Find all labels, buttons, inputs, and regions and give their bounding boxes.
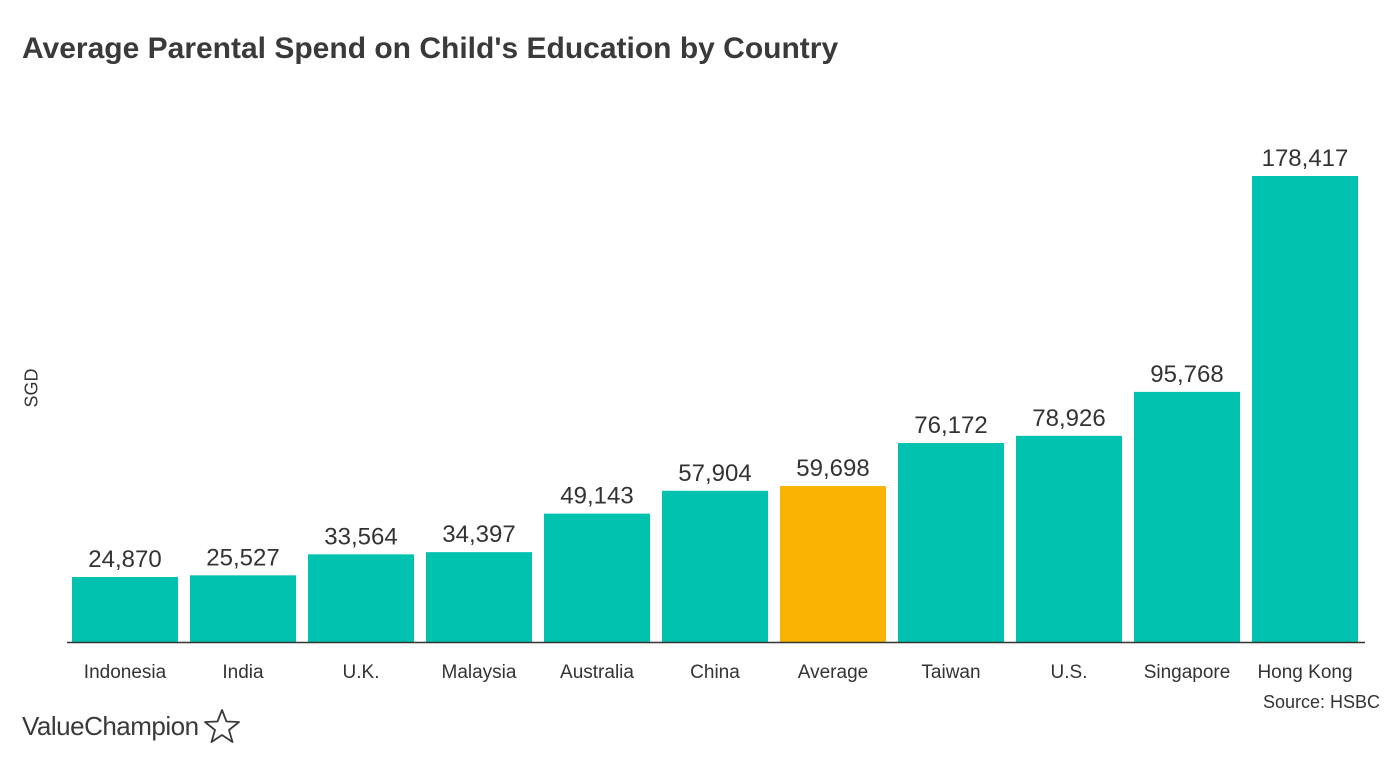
tick-label-australia: Australia	[560, 662, 634, 683]
bars-group	[72, 176, 1358, 642]
chart-title: Average Parental Spend on Child's Educat…	[22, 32, 839, 65]
bar-singapore	[1134, 391, 1240, 642]
value-label-malaysia: 34,397	[442, 521, 515, 548]
bar-u-k	[308, 554, 414, 642]
bar-indonesia	[72, 577, 178, 642]
value-label-australia: 49,143	[560, 483, 633, 510]
tick-label-china: China	[690, 662, 740, 683]
value-label-china: 57,904	[678, 460, 751, 487]
tick-label-average: Average	[798, 662, 868, 683]
bar-u-s	[1016, 435, 1122, 642]
bar-australia	[544, 513, 650, 642]
value-label-average: 59,698	[796, 455, 869, 482]
value-label-u-s: 78,926	[1032, 405, 1105, 432]
value-label-indonesia: 24,870	[88, 546, 161, 573]
tick-label-u-k: U.K.	[343, 662, 380, 683]
tick-label-india: India	[222, 662, 264, 683]
tick-label-singapore: Singapore	[1144, 662, 1231, 683]
value-label-hong-kong: 178,417	[1262, 145, 1349, 172]
star-outline-icon	[203, 709, 240, 743]
value-label-u-k: 33,564	[324, 523, 397, 550]
value-label-india: 25,527	[206, 544, 279, 571]
bar-average	[780, 486, 886, 642]
value-label-taiwan: 76,172	[914, 412, 987, 439]
brand-name: ValueChampion	[22, 710, 199, 741]
bar-hong-kong	[1252, 176, 1358, 642]
bar-india	[190, 575, 296, 642]
tick-labels-group: Indonesia India U.K. Malaysia Australia China…	[84, 662, 1353, 683]
tick-label-indonesia: Indonesia	[84, 662, 167, 683]
source-note: Source: HSBC	[1262, 692, 1380, 712]
bar-malaysia	[426, 552, 532, 642]
bar-taiwan	[898, 443, 1004, 642]
tick-label-hong-kong: Hong Kong	[1257, 662, 1352, 683]
value-label-singapore: 95,768	[1150, 361, 1223, 388]
tick-label-taiwan: Taiwan	[921, 662, 980, 683]
bar-chart: 24,870 25,527 33,564 34,397 49,143 57,904 59,6…	[67, 145, 1365, 683]
tick-label-u-s: U.S.	[1051, 662, 1088, 683]
tick-label-malaysia: Malaysia	[442, 662, 517, 683]
value-labels-group: 24,870 25,527 33,564 34,397 49,143 57,904 59,6…	[88, 145, 1348, 573]
bar-china	[662, 490, 768, 642]
brand-logo: ValueChampion	[22, 708, 241, 744]
